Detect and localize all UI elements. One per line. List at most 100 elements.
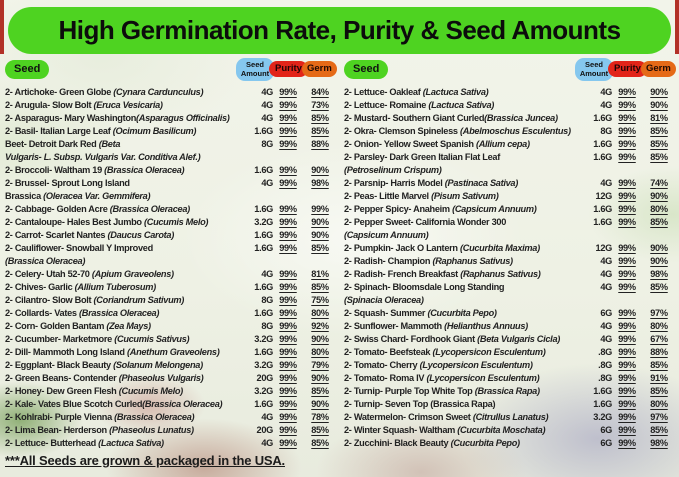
- seed-common-name: 2- Lettuce- Romaine: [344, 100, 429, 110]
- seed-amount-header-line1: Seed: [585, 60, 603, 69]
- seed-name: 2- Eggplant- Black Beauty (Solanum Melon…: [5, 359, 247, 372]
- seed-name-line: Beet- Detroit Dark Red (Beta: [5, 138, 247, 151]
- seed-amount-value: 20G: [256, 373, 274, 383]
- seed-name-line: 2- Eggplant- Black Beauty (Solanum Melon…: [5, 359, 247, 372]
- seed-common-name: 2- Honey- Dew Green Flesh: [5, 386, 119, 396]
- germ-value: 90%: [311, 373, 329, 383]
- seed-name-line: 2- Lima Bean- Herderson (Phaseolus Lunat…: [5, 424, 247, 437]
- seed-latin-name: (Cynara Cardunculus): [113, 87, 204, 97]
- purity-value: 99%: [279, 126, 297, 136]
- seed-latin-name: (Capsicum Annuum): [344, 230, 429, 240]
- germ-value: 80%: [650, 399, 668, 409]
- seed-name: 2- Onion- Yellow Sweet Spanish (Allium c…: [344, 138, 586, 151]
- seed-amount-value: 4G: [600, 334, 612, 344]
- seed-amount-value: 12G: [595, 191, 613, 201]
- seed-latin-name: (Brassica Oleracea): [114, 412, 195, 422]
- seed-name-line: (Capsicum Annuum): [344, 229, 586, 242]
- seed-latin-name: (Lycopersicon Esculentum): [419, 360, 533, 370]
- seed-latin-name: (Petroselinum Crispum): [344, 165, 442, 175]
- germ-value: 99%: [311, 204, 329, 214]
- seed-common-name: 2- Zucchini- Black Beauty: [344, 438, 451, 448]
- seed-name: 2- Basil- Italian Large Leaf (Ocimum Bas…: [5, 125, 247, 138]
- germ-header-pill: Germ: [641, 61, 676, 77]
- purity-value: 99%: [279, 178, 297, 188]
- seed-name-line: 2- Carrot- Scarlet Nantes (Daucus Carota…: [5, 229, 247, 242]
- seed-amount-value: 3.2G: [254, 334, 273, 344]
- purity-value: 99%: [279, 425, 297, 435]
- seed-row: 2- Onion- Yellow Sweet Spanish (Allium c…: [344, 138, 676, 151]
- seed-common-name: 2- Swiss Chard- Fordhook Giant: [344, 334, 478, 344]
- germ-value: 88%: [650, 347, 668, 357]
- seed-amount-value: .8G: [598, 347, 612, 357]
- seed-name: 2- Lettuce- Romaine (Lactuca Sativa): [344, 99, 586, 112]
- seed-name-line: 2- Squash- Summer (Cucurbita Pepo): [344, 307, 586, 320]
- seed-name-line: 2- Winter Squash- Waltham (Cucurbita Mos…: [344, 424, 586, 437]
- germ-value: 90%: [311, 334, 329, 344]
- germ-value: 73%: [311, 100, 329, 110]
- seed-latin-name: (Helianthus Annuus): [444, 321, 528, 331]
- seed-latin-name: (Solanum Melongena): [113, 360, 203, 370]
- seed-latin-name: (Brassica Juncea): [484, 113, 558, 123]
- seed-name: 2- Cilantro- Slow Bolt (Coriandrum Sativ…: [5, 294, 247, 307]
- seed-common-name: 2- Pumpkin- Jack O Lantern: [344, 243, 460, 253]
- photo-edge-right: [675, 0, 679, 54]
- seed-name: 2- Pumpkin- Jack O Lantern (Cucurbita Ma…: [344, 242, 586, 255]
- seed-amount-value: 1.6G: [593, 399, 612, 409]
- seed-latin-name: (Brassica Oleracea): [104, 165, 185, 175]
- seed-name-line: 2- Pepper Spicy- Anaheim (Capsicum Annuu…: [344, 203, 586, 216]
- purity-value: 99%: [279, 386, 297, 396]
- seed-amount-value: 1.6G: [254, 308, 273, 318]
- seed-name-line: 2- Swiss Chard- Fordhook Giant (Beta Vul…: [344, 333, 586, 346]
- seed-amount-value: 8G: [261, 321, 273, 331]
- seed-row: 2- Okra- Clemson Spineless (Abelmoschus …: [344, 125, 676, 138]
- purity-value: 99%: [618, 139, 636, 149]
- germ-value: 85%: [650, 139, 668, 149]
- seed-latin-name: (Lactuca Sativa): [98, 438, 164, 448]
- purity-value: 99%: [618, 269, 636, 279]
- seed-name-line: 2- Cauliflower- Snowball Y Improved: [5, 242, 247, 255]
- seed-amount-value: 3.2G: [593, 412, 612, 422]
- seed-latin-name: (Citrullus Lanatus): [472, 412, 549, 422]
- seed-name-line: Brassica (Oleracea Var. Gemmifera): [5, 190, 247, 203]
- seed-name-line: 2- Parsnip- Harris Model (Pastinaca Sati…: [344, 177, 586, 190]
- seed-name: 2- Corn- Golden Bantam (Zea Mays): [5, 320, 247, 333]
- seed-common-name: 2- Chives- Garlic: [5, 282, 75, 292]
- purity-value: 99%: [279, 243, 297, 253]
- germ-value: 80%: [311, 308, 329, 318]
- seed-latin-name: (Coriandrum Sativum): [93, 295, 185, 305]
- usa-note: ***All Seeds are grown & packaged in the…: [5, 453, 285, 468]
- seed-row: 2- Swiss Chard- Fordhook Giant (Beta Vul…: [344, 333, 676, 346]
- seed-name-line: 2- Radish- French Breakfast (Raphanus Sa…: [344, 268, 586, 281]
- purity-value: 99%: [279, 438, 297, 448]
- seed-name: 2- Watermelon- Crimson Sweet (Citrullus …: [344, 411, 586, 424]
- purity-value: 99%: [279, 269, 297, 279]
- seed-name-line: (Brassica Oleracea): [5, 255, 247, 268]
- seed-row: 2- Green Beans- Contender (Phaseolus Vul…: [5, 372, 337, 385]
- seed-amount-value: 8G: [261, 295, 273, 305]
- seed-latin-name: (Apium Graveolens): [91, 269, 174, 279]
- seed-common-name: 2- Tomato- Roma IV: [344, 373, 427, 383]
- seed-latin-name: (Oleracea Var. Gemmifera): [43, 191, 151, 201]
- germ-value: 85%: [650, 282, 668, 292]
- purity-value: 99%: [279, 360, 297, 370]
- seed-common-name: 2- Cilantro- Slow Bolt: [5, 295, 94, 305]
- seed-rows-left: 2- Artichoke- Green Globe (Cynara Cardun…: [5, 86, 337, 450]
- seed-common-name: Brassica: [5, 191, 44, 201]
- seed-amount-value: 1.6G: [593, 152, 612, 162]
- seed-rows-right: 2- Lettuce- Oakleaf (Lactuca Sativa) 4G 99…: [344, 86, 676, 450]
- seed-common-name: 2- Carrot- Scarlet Nantes: [5, 230, 108, 240]
- seed-latin-name: (Lactuca Sativa): [422, 87, 489, 97]
- seed-row: 2- Sunflower- Mammoth (Helianthus Annuus…: [344, 320, 676, 333]
- seed-common-name: 2- Sunflower- Mammoth: [344, 321, 445, 331]
- seed-latin-name: (Cucurbita Pepo): [450, 438, 521, 448]
- seed-common-name: 2- Cucumber- Marketmore: [5, 334, 115, 344]
- seed-amount-value: 3.2G: [254, 386, 273, 396]
- seed-row: 2- Kale- Vates Blue Scotch Curled(Brassi…: [5, 398, 337, 411]
- germ-header-pill: Germ: [302, 61, 337, 77]
- purity-value: 99%: [279, 399, 297, 409]
- seed-common-name: 2- Squash- Summer: [344, 308, 428, 318]
- seed-name-line: 2- Chives- Garlic (Allium Tuberosum): [5, 281, 247, 294]
- seed-amount-value: 4G: [600, 178, 612, 188]
- column-header-left: Seed Seed Amount Purity Germ: [5, 57, 337, 85]
- germ-value: 85%: [650, 126, 668, 136]
